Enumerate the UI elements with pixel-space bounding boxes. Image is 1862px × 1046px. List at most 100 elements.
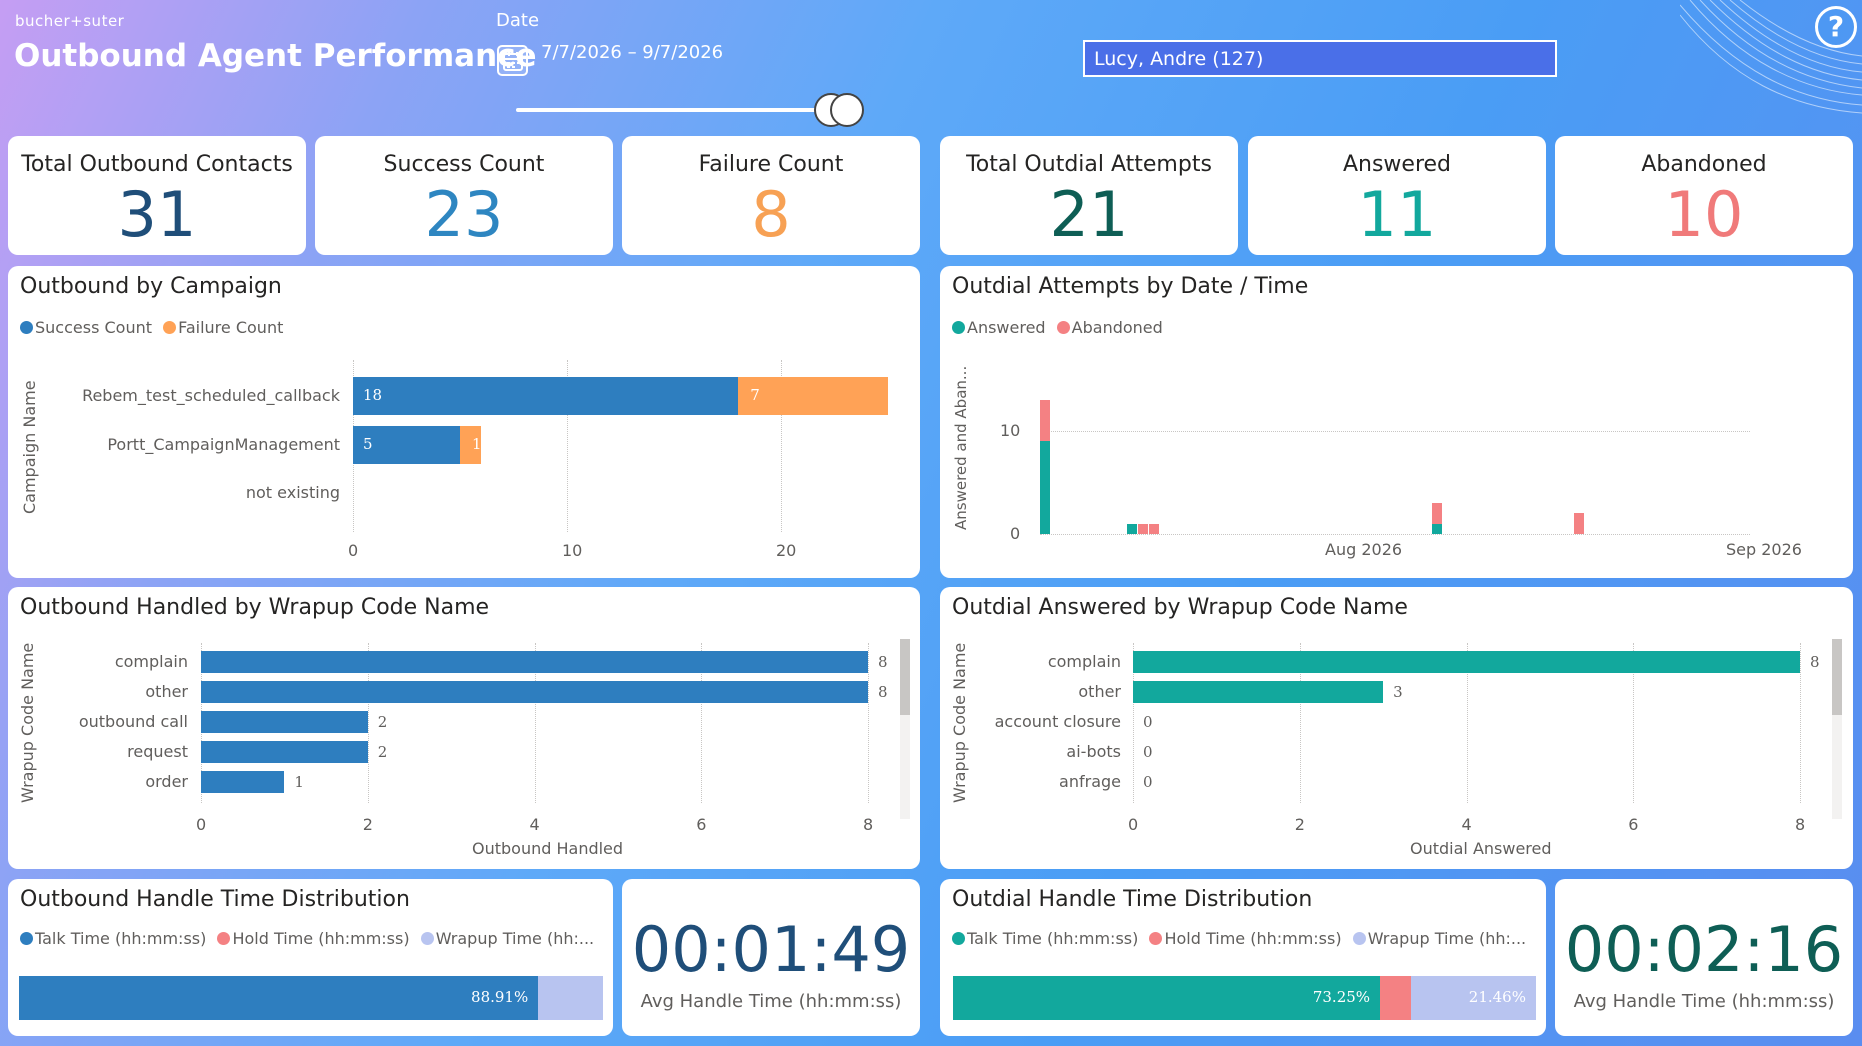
category-label: Rebem_test_scheduled_callback — [82, 386, 340, 405]
outdial-answered-by-wrapup-chart: Outdial Answered by Wrapup Code Name Wra… — [940, 587, 1853, 869]
category-bar[interactable] — [201, 651, 868, 673]
decorative-swirl-icon — [1680, 0, 1862, 114]
data-label: 0 — [1143, 743, 1153, 761]
abandoned-bar[interactable] — [1574, 513, 1585, 534]
legend-item[interactable]: Failure Count — [163, 318, 283, 337]
legend-item[interactable]: Wrapup Time (hh:... — [1352, 929, 1526, 948]
y-tick-label: 10 — [1000, 421, 1021, 440]
x-gridline — [1299, 643, 1301, 803]
kpi-value: 31 — [117, 178, 197, 251]
kpi-total-outbound-contacts: Total Outbound Contacts 31 — [8, 136, 306, 255]
distribution-segment[interactable] — [1380, 976, 1411, 1020]
x-gridline — [701, 643, 703, 803]
calendar-icon[interactable] — [497, 45, 528, 76]
help-icon[interactable]: ? — [1815, 6, 1857, 48]
scrollbar-thumb[interactable] — [900, 639, 910, 715]
legend-item[interactable]: Abandoned — [1056, 318, 1163, 337]
legend-item[interactable]: Answered — [952, 318, 1046, 337]
data-label: 3 — [1393, 683, 1403, 701]
category-bar[interactable] — [201, 681, 868, 703]
answered-bar[interactable] — [1127, 523, 1138, 534]
date-slider-end-handle[interactable] — [830, 93, 864, 127]
abandoned-bar[interactable] — [1040, 400, 1050, 442]
avg-outdial-handle-time-card: 00:02:16 Avg Handle Time (hh:mm:ss) — [1555, 879, 1853, 1036]
agent-filter-dropdown[interactable]: Lucy, Andre (127) — [1083, 40, 1557, 77]
x-gridline — [367, 643, 369, 803]
kpi-label: Total Outbound Contacts — [21, 152, 293, 177]
distribution-segment[interactable] — [953, 976, 1381, 1020]
kpi-value: 11 — [1357, 178, 1437, 251]
legend-item[interactable]: Hold Time (hh:mm:ss) — [217, 929, 410, 948]
answered-bar[interactable] — [1040, 441, 1050, 534]
avg-handle-time-label: Avg Handle Time (hh:mm:ss) — [640, 991, 902, 1012]
failure-data-label: 1 — [472, 435, 482, 453]
kpi-label: Total Outdial Attempts — [966, 152, 1212, 177]
failure-bar[interactable] — [460, 426, 482, 464]
x-tick-label: Aug 2026 — [1325, 540, 1403, 559]
data-label: 2 — [377, 713, 388, 731]
y-axis-title: Wrapup Code Name — [950, 642, 969, 803]
y-axis-title: Wrapup Code Name — [18, 642, 37, 803]
x-axis-title: Outdial Answered — [1410, 839, 1552, 858]
vertical-scrollbar[interactable] — [900, 639, 910, 819]
distribution-segment[interactable] — [19, 976, 539, 1020]
category-bar[interactable] — [201, 771, 285, 793]
data-label: 8 — [1810, 653, 1820, 671]
x-tick-label: 6 — [1628, 815, 1639, 834]
x-axis-title: Outbound Handled — [472, 839, 624, 858]
x-tick-label: 0 — [1128, 815, 1139, 834]
x-tick-label: 8 — [1795, 815, 1806, 834]
category-bar[interactable] — [1133, 681, 1384, 703]
failure-bar[interactable] — [738, 377, 888, 415]
distribution-segment[interactable] — [538, 976, 603, 1020]
category-label: not existing — [245, 483, 340, 502]
category-label: order — [145, 772, 188, 791]
answered-bar[interactable] — [1432, 523, 1443, 534]
y-tick-label: 0 — [1010, 524, 1021, 543]
chart-legend: Success Count Failure Count — [20, 318, 289, 337]
x-tick-label: 6 — [696, 815, 707, 834]
kpi-total-outdial-attempts: Total Outdial Attempts 21 — [940, 136, 1238, 255]
date-range-slider-track[interactable] — [516, 108, 836, 112]
x-tick-label: 20 — [776, 541, 797, 560]
kpi-label: Success Count — [383, 152, 545, 177]
x-tick-label: 4 — [1461, 815, 1472, 834]
page-title: Outbound Agent Performance — [14, 38, 537, 74]
x-gridline — [1800, 643, 1801, 803]
segment-data-label: 21.46% — [1468, 988, 1526, 1006]
y-gridline — [1040, 431, 1750, 432]
x-tick-label: 4 — [529, 815, 540, 834]
abandoned-bar[interactable] — [1432, 503, 1443, 524]
kpi-value: 23 — [424, 178, 504, 251]
category-label: anfrage — [1059, 772, 1121, 791]
legend-item[interactable]: Success Count — [20, 318, 152, 337]
abandoned-bar[interactable] — [1149, 523, 1159, 534]
avg-handle-time-value: 00:02:16 — [1564, 913, 1844, 986]
kpi-abandoned: Abandoned 10 — [1555, 136, 1853, 255]
data-label: 8 — [878, 683, 888, 701]
success-bar[interactable] — [353, 377, 739, 415]
vertical-scrollbar[interactable] — [1832, 639, 1842, 819]
legend-item[interactable]: Hold Time (hh:mm:ss) — [1149, 929, 1342, 948]
category-label: Portt_CampaignManagement — [107, 435, 340, 454]
kpi-answered: Answered 11 — [1248, 136, 1546, 255]
category-bar[interactable] — [1133, 651, 1800, 673]
y-gridline — [1040, 534, 1750, 535]
success-bar[interactable] — [353, 426, 460, 464]
kpi-value: 21 — [1049, 178, 1129, 251]
date-filter-label: Date — [496, 10, 540, 31]
legend-item[interactable]: Talk Time (hh:mm:ss) — [20, 929, 206, 948]
legend-item[interactable]: Talk Time (hh:mm:ss) — [952, 929, 1138, 948]
category-bar[interactable] — [201, 711, 368, 733]
kpi-failure-count: Failure Count 8 — [622, 136, 920, 255]
distribution-segment[interactable] — [1410, 976, 1536, 1020]
legend-item[interactable]: Wrapup Time (hh:... — [420, 929, 594, 948]
scrollbar-thumb[interactable] — [1832, 639, 1842, 715]
data-label: 0 — [1143, 773, 1153, 791]
abandoned-bar[interactable] — [1138, 523, 1149, 534]
data-label: 1 — [294, 773, 304, 791]
x-gridline — [1633, 643, 1635, 803]
category-bar[interactable] — [201, 741, 368, 763]
x-tick-label: 8 — [863, 815, 874, 834]
chart-legend: Talk Time (hh:mm:ss) Hold Time (hh:mm:ss… — [952, 929, 1532, 948]
